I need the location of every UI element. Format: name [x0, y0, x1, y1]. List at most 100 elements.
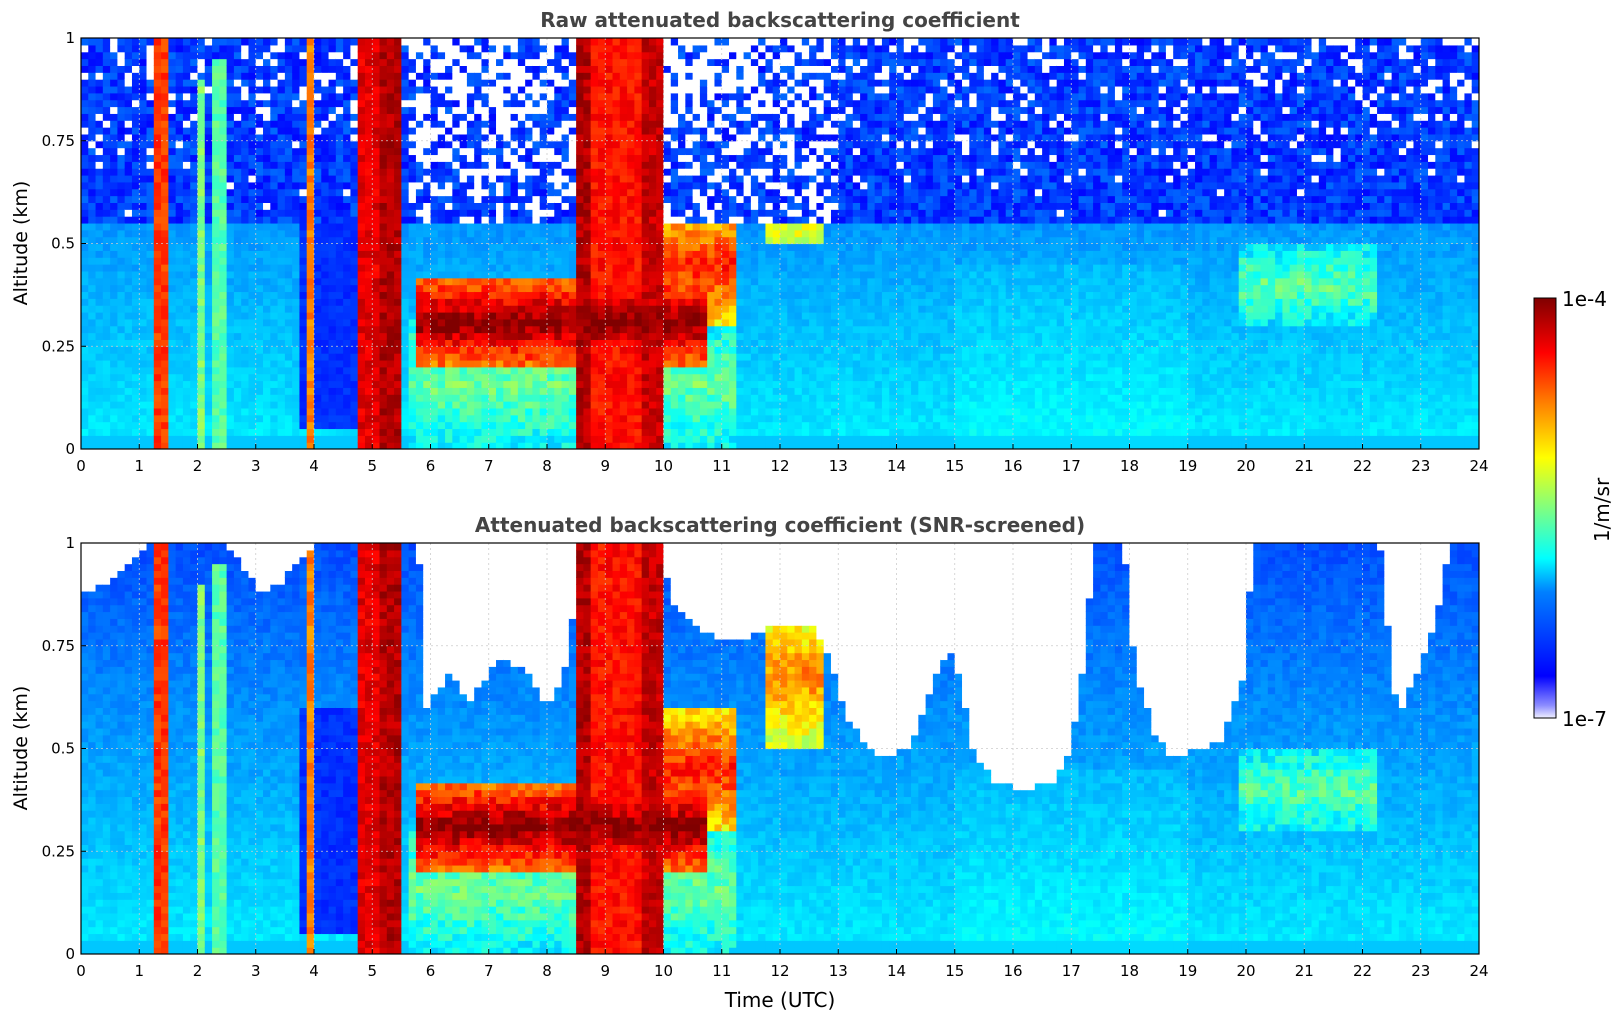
heatmap-cell [292, 216, 301, 224]
heatmap-cell [233, 85, 242, 94]
heatmap-cell [364, 44, 373, 53]
heatmap-cell [554, 147, 563, 156]
heatmap-cell [226, 154, 235, 162]
heatmap-cell [641, 216, 650, 224]
heatmap-cell [364, 284, 373, 293]
heatmap-cell [182, 394, 191, 402]
heatmap-cell [233, 140, 242, 149]
heatmap-cell [292, 387, 301, 395]
heatmap-cell [219, 414, 228, 423]
heatmap-cell [190, 44, 199, 53]
heatmap-cell [139, 250, 148, 258]
heatmap-cell [248, 387, 257, 395]
heatmap-cell [510, 195, 519, 203]
heatmap-cell [590, 120, 599, 128]
heatmap-cell [386, 202, 395, 210]
heatmap-cell [88, 359, 97, 368]
heatmap-cell [590, 312, 599, 320]
heatmap-cell [306, 92, 315, 101]
heatmap-cell [612, 72, 621, 80]
heatmap-cell [605, 414, 614, 423]
heatmap-cell [488, 236, 497, 245]
heatmap-cell [430, 346, 439, 354]
heatmap-cell [423, 353, 432, 361]
heatmap-cell [306, 175, 315, 183]
heatmap-cell [670, 236, 679, 245]
heatmap-cell [328, 85, 337, 94]
heatmap-cell [255, 325, 264, 334]
heatmap-cell [437, 394, 446, 402]
heatmap-cell [488, 222, 497, 231]
heatmap-cell [190, 250, 199, 258]
heatmap-cell [219, 305, 228, 313]
heatmap-cell [670, 133, 679, 142]
heatmap-cell [568, 428, 577, 436]
heatmap-cell [401, 85, 410, 94]
heatmap-cell [379, 250, 388, 258]
heatmap-cell [146, 332, 155, 340]
heatmap-cell [408, 99, 417, 108]
heatmap-cell [204, 92, 213, 101]
heatmap-cell [590, 366, 599, 375]
heatmap-cell [299, 106, 308, 114]
heatmap-cell [241, 332, 250, 340]
heatmap-cell [131, 209, 140, 217]
heatmap-cell [306, 264, 315, 272]
heatmap-cell [415, 113, 424, 121]
heatmap-cell [547, 332, 555, 340]
heatmap-cell [241, 113, 250, 121]
heatmap-cell [576, 106, 585, 114]
heatmap-cell [408, 202, 417, 210]
heatmap-cell [656, 284, 665, 293]
heatmap-cell [197, 181, 206, 190]
heatmap-cell [270, 65, 279, 73]
heatmap-cell [539, 154, 548, 162]
heatmap-cell [81, 264, 89, 272]
heatmap-cell [481, 216, 490, 224]
heatmap-cell [648, 312, 657, 320]
heatmap-cell [394, 277, 402, 286]
heatmap-cell [503, 99, 512, 108]
heatmap-cell [627, 209, 635, 217]
heatmap-cell [488, 44, 497, 53]
heatmap-cell [466, 428, 475, 436]
heatmap-cell [328, 284, 337, 293]
heatmap-cell [379, 120, 388, 128]
heatmap-cell [583, 387, 592, 395]
heatmap-cell [335, 305, 344, 313]
heatmap-cell [168, 264, 177, 272]
heatmap-cell [233, 380, 242, 388]
heatmap-cell [102, 188, 111, 197]
heatmap-cell [568, 216, 577, 224]
heatmap-cell [321, 291, 330, 299]
heatmap-cell [481, 133, 490, 142]
heatmap-cell [663, 216, 672, 224]
heatmap-cell [561, 359, 570, 368]
heatmap-cell [146, 236, 155, 245]
heatmap-cell [299, 216, 308, 224]
heatmap-cell [445, 154, 453, 162]
heatmap-cell [459, 401, 468, 409]
heatmap-cell [270, 257, 279, 265]
heatmap-cell [343, 65, 352, 73]
heatmap-cell [619, 339, 628, 347]
heatmap-cell [182, 414, 191, 423]
heatmap-cell [110, 147, 119, 156]
heatmap-cell [153, 38, 162, 46]
heatmap-cell [648, 216, 657, 224]
heatmap-cell [503, 51, 512, 60]
heatmap-cell [612, 312, 621, 320]
heatmap-cell [656, 257, 665, 265]
heatmap-cell [496, 442, 504, 449]
heatmap-cell [437, 209, 446, 217]
heatmap-cell [335, 133, 344, 142]
heatmap-cell [212, 229, 220, 238]
heatmap-cell [357, 277, 366, 286]
heatmap-cell [153, 209, 162, 217]
heatmap-cell [648, 175, 657, 183]
heatmap-cell [197, 127, 206, 135]
heatmap-cell [466, 168, 475, 176]
heatmap-cell [284, 442, 293, 449]
heatmap-cell [314, 277, 322, 286]
heatmap-cell [197, 202, 206, 210]
